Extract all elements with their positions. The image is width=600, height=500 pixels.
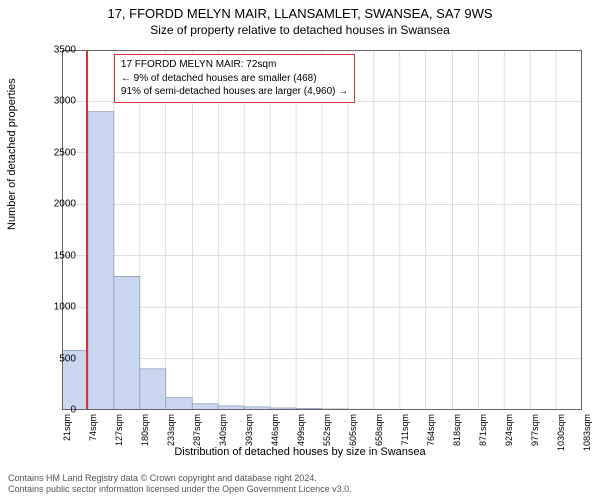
y-tick-label: 500	[36, 353, 76, 364]
y-axis-label: Number of detached properties	[6, 78, 18, 230]
page-subtitle: Size of property relative to detached ho…	[0, 21, 600, 37]
x-tick-label: 764sqm	[426, 414, 436, 464]
footer-line-1: Contains HM Land Registry data © Crown c…	[8, 473, 592, 485]
x-tick-label: 393sqm	[244, 414, 254, 464]
x-tick-label: 287sqm	[192, 414, 202, 464]
y-tick-label: 3000	[36, 96, 76, 107]
y-tick-label: 2500	[36, 147, 76, 158]
x-tick-label: 180sqm	[140, 414, 150, 464]
infobox-line-1: 17 FFORDD MELYN MAIR: 72sqm	[121, 58, 348, 72]
x-tick-label: 1030sqm	[556, 414, 566, 464]
x-tick-label: 446sqm	[270, 414, 280, 464]
histogram-plot	[62, 50, 582, 410]
page-title: 17, FFORDD MELYN MAIR, LLANSAMLET, SWANS…	[0, 0, 600, 21]
footer: Contains HM Land Registry data © Crown c…	[8, 473, 592, 496]
x-tick-label: 1083sqm	[582, 414, 592, 464]
infobox-line-2: ← 9% of detached houses are smaller (468…	[121, 72, 348, 86]
x-tick-label: 74sqm	[88, 414, 98, 464]
x-tick-label: 711sqm	[400, 414, 410, 464]
chart-area	[62, 50, 582, 410]
x-tick-label: 21sqm	[62, 414, 72, 464]
x-tick-label: 871sqm	[478, 414, 488, 464]
x-tick-label: 658sqm	[374, 414, 384, 464]
x-tick-label: 818sqm	[452, 414, 462, 464]
x-tick-label: 499sqm	[296, 414, 306, 464]
y-tick-label: 2000	[36, 199, 76, 210]
x-tick-label: 127sqm	[114, 414, 124, 464]
info-box: 17 FFORDD MELYN MAIR: 72sqm← 9% of detac…	[114, 54, 355, 103]
x-tick-label: 977sqm	[530, 414, 540, 464]
x-tick-label: 605sqm	[348, 414, 358, 464]
x-tick-label: 924sqm	[504, 414, 514, 464]
x-tick-label: 340sqm	[218, 414, 228, 464]
infobox-line-3: 91% of semi-detached houses are larger (…	[121, 85, 348, 99]
y-tick-label: 1500	[36, 250, 76, 261]
footer-line-2: Contains public sector information licen…	[8, 484, 592, 496]
x-tick-label: 233sqm	[166, 414, 176, 464]
y-tick-label: 1000	[36, 302, 76, 313]
y-tick-label: 3500	[36, 45, 76, 56]
x-tick-label: 552sqm	[322, 414, 332, 464]
